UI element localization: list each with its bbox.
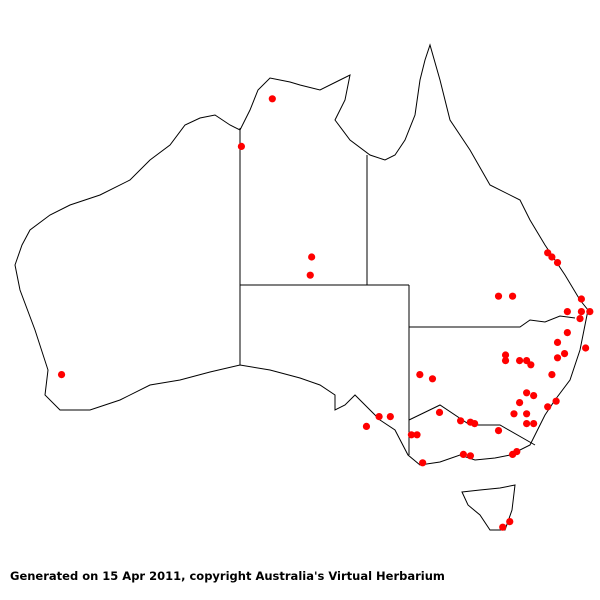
occurrence-marker [375,413,383,421]
occurrence-marker [237,142,246,150]
occurrence-marker [428,375,437,383]
occurrence-marker [362,422,371,430]
occurrence-marker [456,417,465,425]
occurrence-marker [553,354,562,362]
occurrence-marker [499,523,507,531]
occurrence-marker [523,410,531,418]
occurrence-marker [548,371,556,379]
mainland-coastline [14,43,589,466]
occurrence-marker [548,253,556,261]
occurrence-marker [506,518,514,526]
occurrence-marker [459,450,467,458]
occurrence-marker [544,403,552,411]
occurrence-marker [577,295,586,303]
occurrence-marker [413,431,421,439]
occurrence-marker [563,308,571,316]
occurrence-marker [57,371,66,379]
occurrence-marker [560,350,569,358]
occurrence-marker [508,292,517,300]
occurrence-marker [513,448,521,456]
occurrence-marker [268,95,276,103]
occurrence-marker [530,392,538,400]
occurrence-marker [494,427,503,435]
occurrence-marker [530,420,538,428]
occurrence-marker [582,344,590,352]
occurrence-marker [553,338,562,346]
occurrence-marker [471,420,479,428]
occurrence-marker [553,259,562,267]
footer-credit: Generated on 15 Apr 2011, copyright Aust… [10,569,445,583]
occurrence-marker [576,315,584,323]
occurrence-marker [386,413,394,421]
border-qld-nsw [409,315,576,328]
occurrence-marker [501,357,510,365]
occurrence-marker [563,329,571,337]
occurrence-marker [308,253,316,261]
occurrence-marker [552,397,560,405]
occurrence-marker [407,431,416,439]
occurrence-marker [306,271,314,279]
occurrence-marker [419,459,427,467]
occurrence-marker [510,410,518,418]
occurrence-marker [416,371,424,379]
occurrence-marker [586,308,594,316]
occurrence-marker [494,292,503,300]
occurrence-marker [515,357,524,365]
occurrence-markers [57,95,594,531]
occurrence-marker [577,308,586,316]
occurrence-marker [515,399,524,407]
occurrence-marker [466,452,475,460]
occurrence-marker [523,389,531,397]
occurrence-marker [523,420,531,428]
occurrence-marker [527,361,535,369]
occurrence-marker [435,408,444,416]
occurrence-marker [501,351,510,359]
